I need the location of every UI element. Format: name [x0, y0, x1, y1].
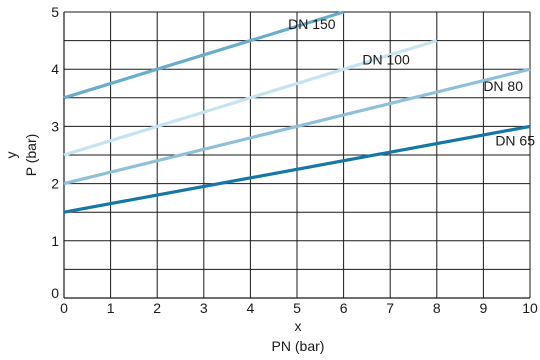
series-group	[63, 10, 531, 214]
x-axis-title: PN (bar)	[272, 338, 325, 354]
labels-group: DN 150 DN 100 DN 80 DN 65	[288, 16, 535, 148]
x-tick-label: 3	[200, 300, 208, 316]
series-label-dn-100: DN 100	[362, 52, 410, 68]
x-tick-label: 9	[480, 300, 488, 316]
x-tick-label: 7	[386, 300, 394, 316]
series-line-dn-100	[63, 39, 438, 157]
x-tick-label: 2	[153, 300, 161, 316]
series-line-dn-80	[63, 67, 531, 186]
x-tick-label: 5	[293, 300, 301, 316]
series-label-dn-150: DN 150	[288, 16, 336, 32]
y-tick-label: 2	[51, 176, 59, 192]
y-axis-variable: y	[3, 152, 19, 159]
series-label-dn-80: DN 80	[483, 78, 523, 94]
series-line-dn-150	[63, 10, 345, 100]
y-tick-label: 3	[51, 118, 59, 134]
axes: 0 1 2 3 4 5 6 7 8 9 10 0 1 2 3 4 5	[51, 4, 538, 316]
x-tick-label: 6	[340, 300, 348, 316]
x-tick-label: 0	[60, 300, 68, 316]
x-tick-label: 1	[107, 300, 115, 316]
series-line-dn-65	[63, 124, 531, 214]
y-tick-label: 0	[51, 285, 59, 301]
y-tick-label: 1	[51, 233, 59, 249]
x-axis-variable: x	[295, 318, 302, 334]
y-axis-title: P (bar)	[23, 134, 39, 177]
x-tick-label: 10	[522, 300, 538, 316]
grid	[63, 11, 531, 299]
x-tick-label: 4	[247, 300, 255, 316]
series-label-dn-65: DN 65	[495, 132, 535, 148]
y-tick-label: 4	[51, 61, 59, 77]
x-tick-label: 8	[433, 300, 441, 316]
y-tick-label: 5	[51, 4, 59, 20]
